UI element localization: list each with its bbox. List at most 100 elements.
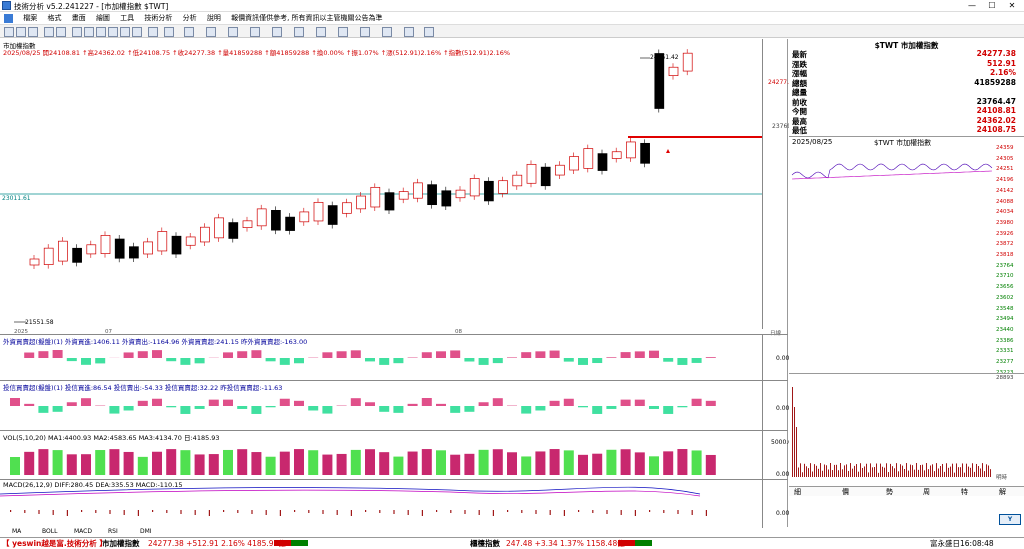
toolbar-button[interactable] [28,27,38,37]
toolbar-button[interactable] [120,27,130,37]
candle [399,192,408,200]
intraday-volume-bar [944,472,945,477]
toolbar-button[interactable] [164,27,174,37]
toolbar-button[interactable] [250,27,260,37]
maximize-button[interactable]: ☐ [982,0,1002,12]
toolbar-button[interactable] [96,27,106,37]
intraday-volume-bar [792,387,793,477]
indicator-tab-rsi[interactable]: RSI [108,528,118,535]
intraday-volume-bar [876,463,877,477]
toolbar-button[interactable] [404,27,414,37]
menu-view[interactable]: 畫面 [72,12,86,24]
indicator-bar [152,510,153,512]
intraday-volume-bar [920,465,921,477]
toolbar-button[interactable] [132,27,142,37]
intraday-tick-label: 23710 [996,273,1014,279]
toolbar-button[interactable] [16,27,26,37]
menu-help[interactable]: 說明 [207,12,221,24]
toolbar-button[interactable] [44,27,54,37]
toolbar-button[interactable] [316,27,326,37]
tab-detail[interactable]: 細 [794,487,801,497]
indicator-bar [493,358,503,363]
intraday-volume-bar [808,468,809,477]
candlestick-icon[interactable] [148,27,158,37]
toolbar-button[interactable] [382,27,392,37]
menu-format[interactable]: 格式 [47,12,61,24]
toolbar-button[interactable] [4,27,14,37]
toolbar-button[interactable] [206,27,216,37]
menu-analysis[interactable]: 分析 [183,12,197,24]
tab-trend[interactable]: 勢 [886,487,893,497]
indicator-bar [24,404,34,406]
intraday-volume-bar [908,471,909,477]
intraday-volume-bar [962,463,963,477]
toolbar-button[interactable] [294,27,304,37]
indicator-bar [606,450,616,475]
dealer-panel[interactable]: 投信買賣超(擬盤)(1) 投信買進:86.54 投信賣出:-54.33 投信買賣… [0,380,788,430]
doc-icon[interactable] [4,14,13,23]
quote-value: 24108.75 [977,125,1016,134]
intraday-volume-bar [896,463,897,477]
intraday-volume-bar [818,469,819,477]
menu-technical[interactable]: 技術分析 [144,12,172,24]
indicator-tab-dmi[interactable]: DMI [140,528,152,535]
indicator-bar [621,510,622,515]
toolbar-button[interactable] [360,27,370,37]
chart-pane[interactable]: 市加權指數 2025/08/25 開24108.81 ↑高24362.02 ↑低… [0,39,788,527]
indicator-bar [109,510,110,514]
intraday-volume-bar [884,468,885,477]
volume-panel[interactable]: VOL(5,10,20) MA1:4400.93 MA2:4583.65 MA3… [0,430,788,479]
indicator-bar [663,510,664,513]
indicator-tab-ma[interactable]: MA [12,528,21,535]
indicator-bar [10,398,20,406]
toolbar-button[interactable] [56,27,66,37]
toolbar-button[interactable] [84,27,94,37]
minimize-button[interactable]: — [962,0,982,12]
close-button[interactable]: ✕ [1002,0,1022,12]
indicator-bar [251,452,261,475]
candle [300,212,309,222]
intraday-volume-bar [800,463,801,477]
intraday-volume-bar [794,407,795,477]
indicator-bar [67,454,77,475]
indicator-bar [351,450,361,475]
intraday-volume-bar [880,464,881,477]
indicator-tab-boll[interactable]: BOLL [42,528,57,535]
candle [314,202,323,221]
toolbar-button[interactable] [184,27,194,37]
indicator-bar [479,510,480,515]
indicator-tab-macd[interactable]: MACD [74,528,92,535]
indicator-bar [521,456,531,475]
tab-price[interactable]: 價 [842,487,849,497]
candle [58,241,67,261]
toolbar-button[interactable] [72,27,82,37]
toolbar-button[interactable] [272,27,282,37]
tab-week[interactable]: 周 [923,487,930,497]
macd-dea-line [0,490,700,496]
save-icon[interactable] [424,27,434,37]
intraday-volume-bar [954,473,955,477]
tab-feature[interactable]: 特 [961,487,968,497]
macd-axis [762,480,788,528]
status-index1-name: 市加權指數 [102,538,140,549]
intraday-volume-bar [814,464,815,477]
intraday-volume-bar [836,465,837,477]
intraday-volume-bar [798,467,799,477]
menu-file[interactable]: 檔案 [23,12,37,24]
candle [655,54,664,109]
indicator-bar [450,455,460,475]
toolbar [0,24,1024,38]
toolbar-button[interactable] [108,27,118,37]
candle [144,242,153,254]
toolbar-button[interactable] [228,27,238,37]
foreign-panel[interactable]: 外資買賣超(擬盤)(1) 外資買進:1406.11 外資賣出:-1164.96 … [0,334,788,380]
menu-draw[interactable]: 繪圖 [96,12,110,24]
intraday-volume-bar [932,464,933,477]
candle [271,210,280,230]
menu-tools[interactable]: 工具 [120,12,134,24]
intraday-chart [789,147,994,372]
macd-panel[interactable]: MACD(26,12,9) DIFF:280.45 DEA:335.53 MAC… [0,479,788,527]
tab-explain[interactable]: 解 [999,487,1006,497]
toolbar-button[interactable] [338,27,348,37]
